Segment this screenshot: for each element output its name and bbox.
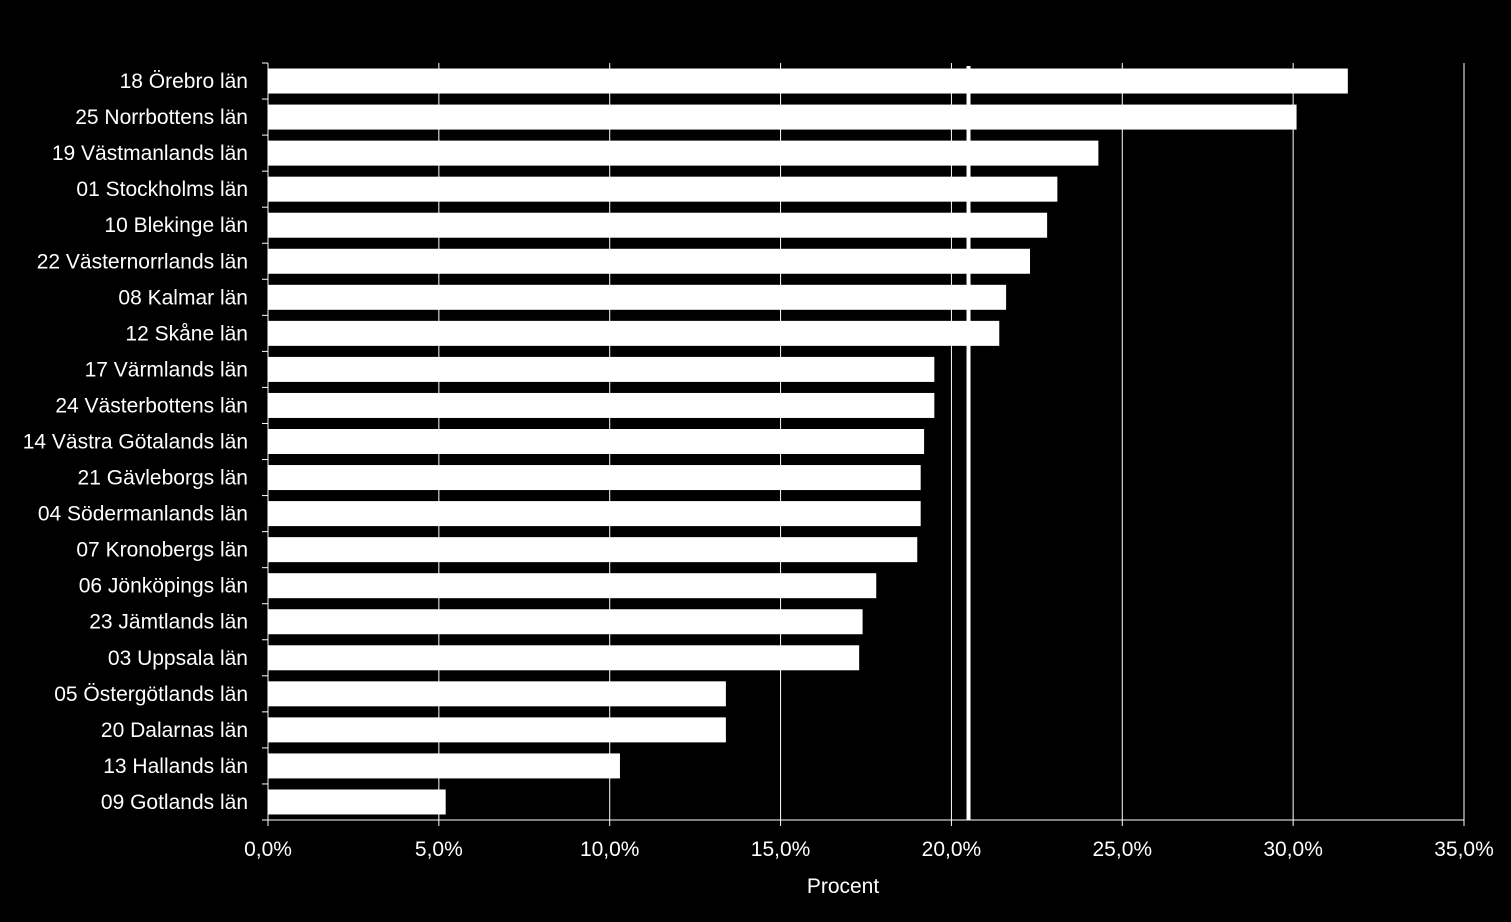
- bar-11: [268, 429, 925, 454]
- bar-10: [268, 392, 935, 418]
- x-tick-labels: 0,0% 5,0% 10,0% 15,0% 20,0% 25,0% 30,0% 35,0%: [244, 838, 1494, 861]
- x-tick-label-3: 15,0%: [751, 838, 811, 861]
- category-label-5: 10 Blekinge län: [104, 214, 248, 237]
- category-label-18: 05 Östergötlands län: [54, 683, 248, 706]
- x-tick-label-4: 20,0%: [922, 838, 982, 861]
- x-tick-label-7: 35,0%: [1434, 838, 1494, 861]
- bars: [268, 68, 1348, 815]
- category-label-3: 19 Västmanlands län: [52, 142, 248, 165]
- x-tick-label-5: 25,0%: [1093, 838, 1153, 861]
- bar-5: [268, 212, 1048, 238]
- category-label-21: 09 Gotlands län: [101, 791, 248, 814]
- bar-15: [268, 573, 877, 599]
- category-label-8: 12 Skåne län: [125, 322, 248, 345]
- category-label-11: 14 Västra Götalands län: [23, 431, 248, 454]
- category-label-10: 24 Västerbottens län: [55, 394, 248, 417]
- bar-21: [268, 789, 446, 815]
- category-labels: 18 Örebro län 25 Norrbottens län 19 Västma…: [23, 70, 248, 814]
- category-label-9: 17 Värmlands län: [85, 358, 248, 381]
- category-label-4: 01 Stockholms län: [76, 178, 248, 201]
- x-tick-label-0: 0,0%: [244, 838, 292, 861]
- category-label-17: 03 Uppsala län: [108, 647, 248, 670]
- category-label-20: 13 Hallands län: [103, 755, 248, 778]
- category-label-7: 08 Kalmar län: [118, 286, 248, 309]
- bar-18: [268, 681, 726, 707]
- bar-12: [268, 465, 921, 491]
- category-label-6: 22 Västernorrlands län: [37, 250, 248, 273]
- bar-8: [268, 320, 1000, 346]
- x-tick-label-1: 5,0%: [415, 838, 463, 861]
- category-label-1: 18 Örebro län: [120, 70, 248, 93]
- bar-3: [268, 140, 1099, 166]
- category-label-14: 07 Kronobergs län: [76, 539, 248, 562]
- x-tick-label-2: 10,0%: [580, 838, 640, 861]
- category-label-13: 04 Södermanlands län: [38, 503, 248, 526]
- bar-13: [268, 501, 921, 527]
- bar-14: [268, 537, 918, 563]
- bar-20: [268, 753, 620, 779]
- category-label-16: 23 Jämtlands län: [89, 611, 248, 634]
- category-label-19: 20 Dalarnas län: [101, 719, 248, 742]
- bar-6: [268, 248, 1031, 274]
- bar-1: [268, 68, 1348, 94]
- bar-16: [268, 609, 863, 635]
- bar-9: [268, 356, 935, 382]
- bar-17: [268, 645, 860, 671]
- bar-19: [268, 717, 726, 743]
- axes: [262, 62, 1465, 826]
- category-label-2: 25 Norrbottens län: [75, 106, 248, 129]
- bar-4: [268, 176, 1058, 202]
- bar-2: [268, 104, 1297, 130]
- x-tick-label-6: 30,0%: [1263, 838, 1323, 861]
- x-axis-title: Procent: [807, 875, 880, 898]
- category-label-12: 21 Gävleborgs län: [78, 467, 248, 490]
- category-label-15: 06 Jönköpings län: [79, 575, 248, 598]
- bar-7: [268, 284, 1007, 310]
